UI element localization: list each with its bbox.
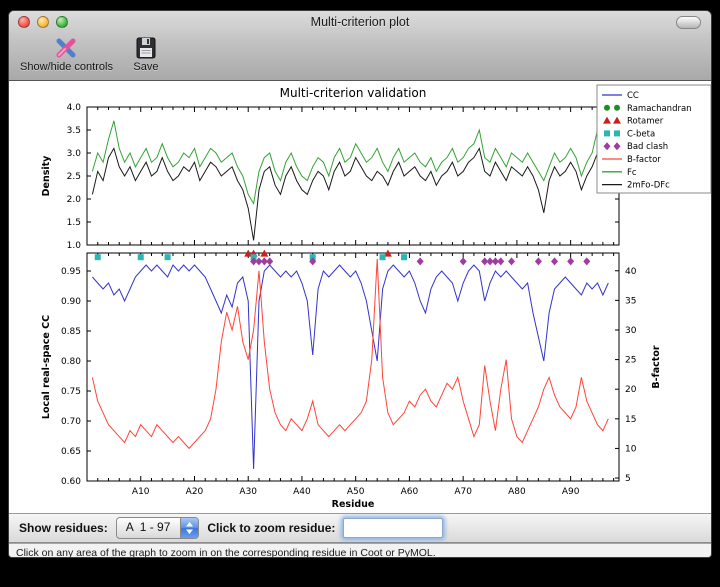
series-CC xyxy=(92,264,609,470)
save-button[interactable]: Save xyxy=(130,34,162,74)
status-bar: Click on any area of the graph to zoom i… xyxy=(9,543,711,558)
show-hide-controls-icon xyxy=(56,38,76,58)
svg-text:Ramachandran: Ramachandran xyxy=(627,104,692,114)
figure-legend: CC Ramachandran Rotamer C-beta Bad clash B-fa… xyxy=(596,84,711,194)
multi-criterion-figure[interactable]: 1.0 1.5 2.0 2.5 3.0 3.5 4.0 Density 0.60 0.65 0.70… xyxy=(9,81,712,513)
svg-text:A40: A40 xyxy=(293,487,311,497)
svg-text:15: 15 xyxy=(625,415,636,425)
svg-text:20: 20 xyxy=(625,385,637,395)
svg-text:A10: A10 xyxy=(132,487,150,497)
svg-text:A20: A20 xyxy=(186,487,204,497)
svg-text:0.90: 0.90 xyxy=(61,297,81,307)
svg-text:B-factor: B-factor xyxy=(651,345,662,388)
svg-text:10: 10 xyxy=(625,444,637,454)
window-title: Multi-criterion plot xyxy=(310,15,410,29)
show-residues-value: A 1 - 97 xyxy=(125,520,171,534)
svg-text:40: 40 xyxy=(625,267,637,277)
window-header: Multi-criterion plot Show/hide controls xyxy=(9,11,711,81)
save-icon xyxy=(136,37,156,59)
svg-text:A60: A60 xyxy=(401,487,419,497)
svg-text:0.80: 0.80 xyxy=(61,357,81,367)
svg-text:A90: A90 xyxy=(562,487,580,497)
svg-text:0.85: 0.85 xyxy=(61,327,81,337)
status-text: Click on any area of the graph to zoom i… xyxy=(16,547,436,558)
svg-text:5: 5 xyxy=(625,474,631,484)
toolbar-toggle-button[interactable] xyxy=(676,16,701,29)
svg-text:Multi-criterion validation: Multi-criterion validation xyxy=(280,86,427,100)
minimize-button[interactable] xyxy=(37,16,49,28)
svg-text:3.5: 3.5 xyxy=(67,126,81,136)
svg-text:A30: A30 xyxy=(239,487,257,497)
svg-text:0.65: 0.65 xyxy=(61,447,81,457)
series-B-factor xyxy=(91,258,609,450)
show-hide-controls-button[interactable]: Show/hide controls xyxy=(17,34,116,74)
svg-text:2mFo-DFc: 2mFo-DFc xyxy=(627,181,670,191)
traffic-lights xyxy=(18,16,75,28)
svg-text:0.95: 0.95 xyxy=(61,267,81,277)
multi-criterion-plot-window: Multi-criterion plot Show/hide controls xyxy=(8,10,712,558)
svg-text:Residue: Residue xyxy=(332,499,375,510)
svg-text:30: 30 xyxy=(625,326,637,336)
svg-text:Fc: Fc xyxy=(627,168,637,178)
cc-bfactor-plot: 0.60 0.65 0.70 0.75 0.80 0.85 0.90 0.95 5 10 15 20 2… xyxy=(41,249,662,510)
svg-text:0.70: 0.70 xyxy=(61,417,81,427)
window-titlebar[interactable]: Multi-criterion plot xyxy=(9,11,711,33)
svg-text:CC: CC xyxy=(627,91,639,101)
svg-text:2.0: 2.0 xyxy=(67,195,82,205)
svg-text:3.0: 3.0 xyxy=(67,149,82,159)
show-residues-select[interactable]: A 1 - 97 xyxy=(115,517,200,539)
svg-text:35: 35 xyxy=(625,296,636,306)
svg-text:0.75: 0.75 xyxy=(61,387,81,397)
svg-text:0.60: 0.60 xyxy=(61,477,81,487)
zoom-residue-input[interactable] xyxy=(343,518,444,538)
controls-bar: Show residues: A 1 - 97 Click to zoom re… xyxy=(9,513,711,543)
show-residues-label: Show residues: xyxy=(19,521,108,535)
svg-text:C-beta: C-beta xyxy=(627,129,655,139)
svg-text:A70: A70 xyxy=(454,487,472,497)
density-plot: 1.0 1.5 2.0 2.5 3.0 3.5 4.0 Density xyxy=(41,103,620,251)
svg-text:Rotamer: Rotamer xyxy=(627,117,664,127)
svg-text:1.5: 1.5 xyxy=(67,218,81,228)
svg-text:4.0: 4.0 xyxy=(67,103,82,113)
svg-text:2.5: 2.5 xyxy=(67,172,81,182)
series-2mFo-DFc xyxy=(91,147,609,241)
svg-text:25: 25 xyxy=(625,356,636,366)
zoom-residue-label: Click to zoom residue: xyxy=(207,521,336,535)
toolbar: Show/hide controls Save xyxy=(9,33,711,80)
svg-text:Density: Density xyxy=(41,155,52,197)
select-stepper-icon xyxy=(180,518,199,538)
zoom-window-button[interactable] xyxy=(56,16,68,28)
svg-text:B-factor: B-factor xyxy=(627,155,661,165)
series-Fc xyxy=(91,120,609,206)
svg-text:A80: A80 xyxy=(508,487,526,497)
svg-text:Bad clash: Bad clash xyxy=(627,142,668,152)
close-button[interactable] xyxy=(18,16,30,28)
save-label: Save xyxy=(133,61,159,73)
show-hide-controls-label: Show/hide controls xyxy=(20,61,113,73)
svg-text:1.0: 1.0 xyxy=(67,241,82,251)
svg-text:A50: A50 xyxy=(347,487,365,497)
plot-canvas[interactable]: 1.0 1.5 2.0 2.5 3.0 3.5 4.0 Density 0.60 0.65 0.70… xyxy=(9,81,711,513)
svg-text:Local real-space CC: Local real-space CC xyxy=(41,315,52,419)
